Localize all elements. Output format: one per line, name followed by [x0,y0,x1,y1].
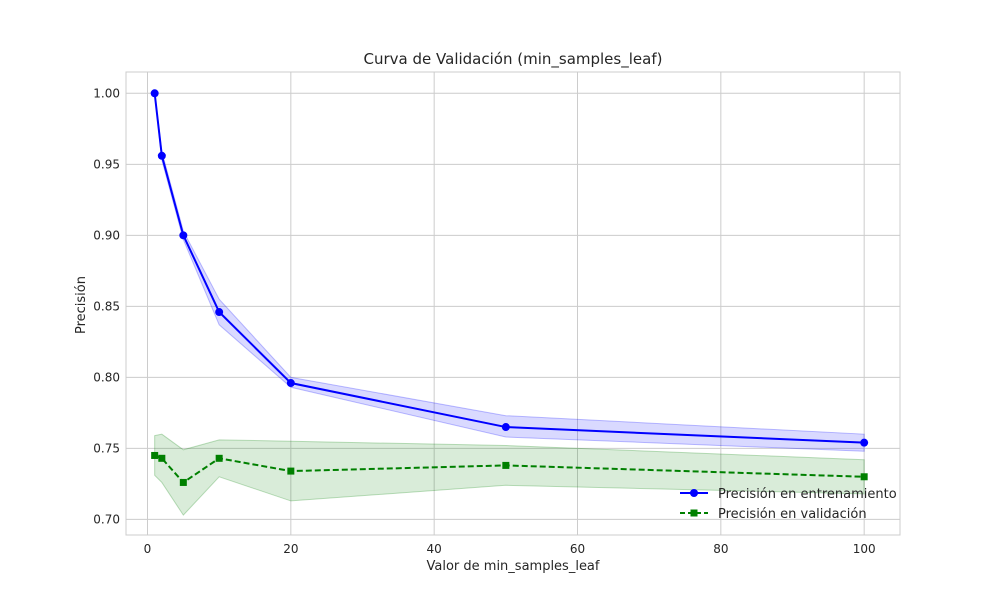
point-validation [287,467,295,475]
x-tick-label: 0 [144,542,152,556]
y-tick-label: 1.00 [93,86,120,100]
point-validation [502,461,510,469]
legend-label-validation: Precisión en validación [718,507,867,522]
point-train [501,423,510,432]
x-tick-label: 60 [570,542,585,556]
point-train [215,308,224,317]
point-train [157,151,166,160]
y-tick-label: 0.75 [93,441,120,455]
legend-label-train: Precisión en entrenamiento [718,487,897,502]
band-validation [154,433,865,516]
y-axis-label: Precisión [74,276,89,334]
tick-labels: 0 20 40 60 80 100 0.70 0.75 0.80 0.85 0.90 0.95 1.00 [93,86,875,556]
y-tick-label: 0.95 [93,157,120,171]
y-tick-label: 0.70 [93,512,120,526]
legend: Precisión en entrenamiento Precisión en … [680,487,897,522]
grid [126,72,900,535]
y-tick-label: 0.85 [93,299,120,313]
legend-marker-validation [690,509,698,517]
point-validation [215,454,223,462]
legend-marker-train [690,489,698,497]
x-axis-label: Valor de min_samples_leaf [427,559,600,574]
x-tick-label: 20 [283,542,298,556]
chart-title: Curva de Validación (min_samples_leaf) [364,50,663,69]
point-train [150,89,159,98]
point-validation [151,451,159,459]
series-markers [150,89,869,486]
point-validation [179,478,187,486]
point-validation [860,473,868,481]
x-tick-label: 100 [853,542,876,556]
plot-area [126,72,900,535]
x-tick-label: 80 [713,542,728,556]
y-tick-label: 0.80 [93,370,120,384]
legend-entry-validation: Precisión en validación [680,507,867,522]
point-train [860,438,869,447]
legend-entry-train: Precisión en entrenamiento [680,487,897,502]
x-tick-label: 40 [427,542,442,556]
y-tick-label: 0.90 [93,228,120,242]
point-train [286,379,295,388]
point-train [179,231,188,240]
plot-frame [125,71,901,536]
point-validation [158,454,166,462]
